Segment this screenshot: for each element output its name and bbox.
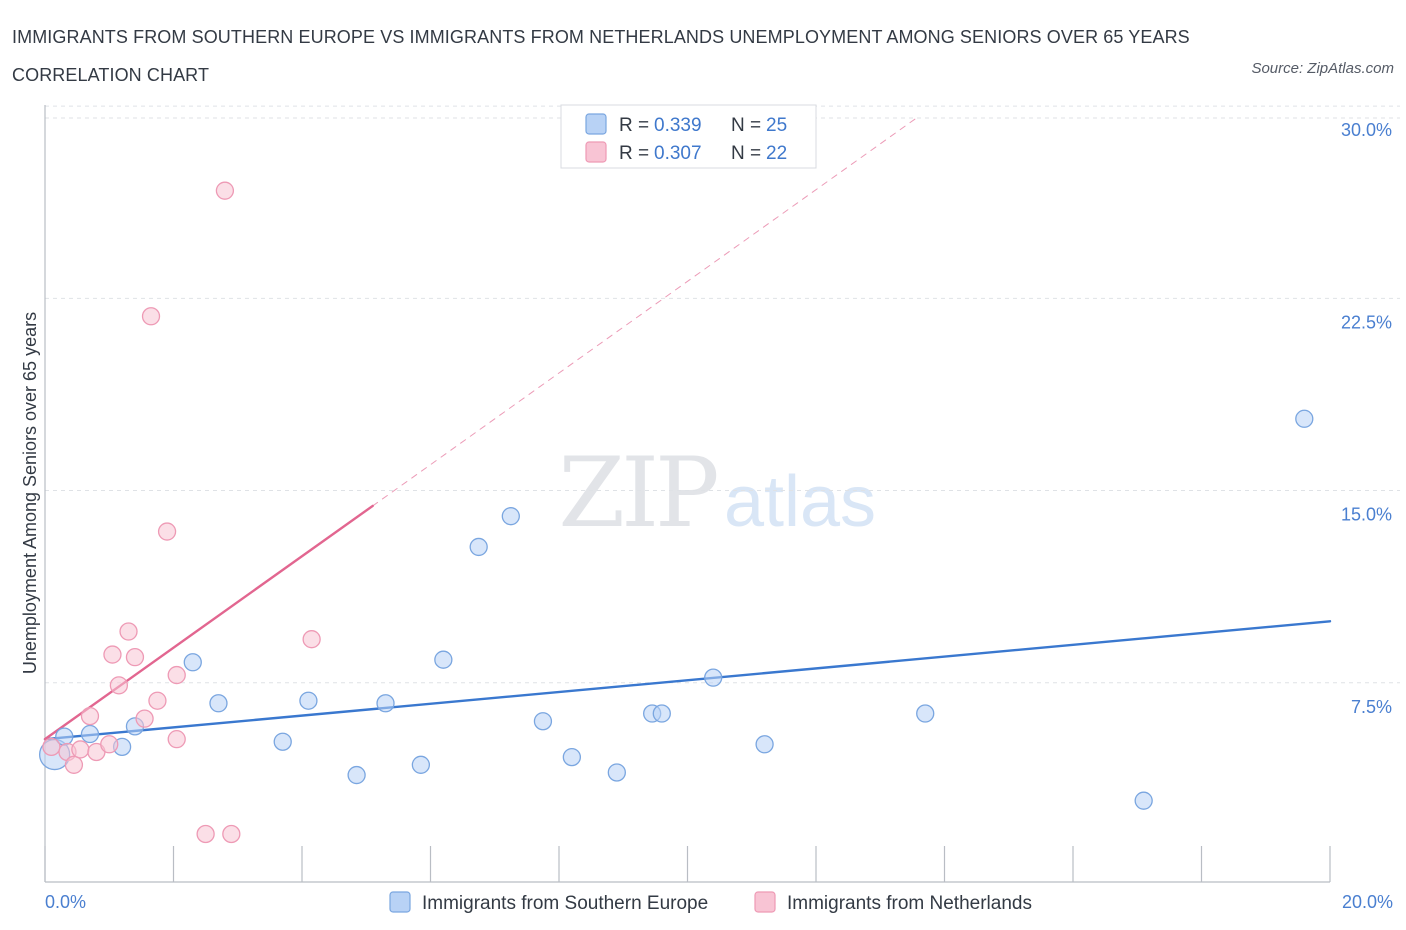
point-southern-europe-9 (347, 765, 366, 785)
point-netherlands-20 (302, 630, 321, 649)
point-southern-europe-16 (562, 747, 581, 767)
bottom-legend-label-2: Immigrants from Netherlands (787, 893, 1032, 914)
point-southern-europe-8 (299, 691, 318, 710)
point-southern-europe-11 (411, 755, 431, 774)
point-netherlands-4 (80, 706, 100, 726)
point-netherlands-19 (222, 824, 241, 844)
point-netherlands-8 (109, 676, 129, 695)
legend-r-label-1: R = (619, 115, 649, 136)
source-label: Source: ZipAtlas.com (1251, 60, 1394, 77)
legend-swatch-blue (585, 113, 607, 135)
legend-swatch-pink (585, 141, 607, 163)
point-southern-europe-5 (183, 653, 202, 672)
watermark-atlas: atlas (724, 462, 876, 542)
point-southern-europe-17 (607, 763, 626, 782)
series-legend: Immigrants from Southern Europe Immigran… (389, 891, 1032, 914)
point-southern-europe-7 (273, 732, 292, 751)
bottom-legend-label-1: Immigrants from Southern Europe (422, 893, 708, 914)
correlation-legend: R = 0.339 N = 25 R = 0.307 N = 22 (560, 104, 817, 169)
point-southern-europe-20 (704, 668, 723, 687)
point-southern-europe-15 (533, 712, 553, 731)
point-netherlands-7 (103, 645, 122, 664)
point-southern-europe-19 (652, 704, 671, 723)
x-tick-label-0: 0.0% (45, 892, 86, 912)
legend-n-value-1: 25 (766, 115, 787, 136)
point-netherlands-9 (119, 622, 138, 641)
y-tick-label-3: 30.0% (1341, 120, 1392, 140)
point-southern-europe-10 (376, 694, 395, 713)
point-netherlands-12 (141, 307, 161, 326)
axes (44, 105, 1331, 883)
point-netherlands-17 (196, 824, 215, 844)
point-netherlands-15 (167, 665, 186, 685)
point-southern-europe-12 (434, 650, 453, 669)
watermark-zip: ZIP (558, 437, 717, 549)
point-netherlands-13 (148, 691, 167, 710)
point-southern-europe-13 (469, 537, 488, 557)
point-netherlands-18 (215, 181, 235, 200)
trendline-0 (43, 620, 1332, 741)
point-netherlands-3 (71, 740, 90, 759)
bottom-legend-swatch-blue (389, 891, 411, 913)
x-tick-label-1: 20.0% (1342, 892, 1393, 912)
point-netherlands-11 (135, 709, 154, 728)
bottom-legend-swatch-pink (754, 891, 776, 913)
point-netherlands-2 (64, 755, 84, 774)
point-netherlands-14 (157, 522, 177, 541)
point-southern-europe-2 (80, 724, 100, 744)
trendline-2 (372, 115, 920, 507)
y-tick-label-1: 15.0% (1341, 505, 1392, 525)
trendline-1 (43, 504, 374, 741)
legend-r-value-1: 0.339 (654, 115, 702, 136)
point-southern-europe-6 (209, 694, 228, 713)
point-netherlands-6 (100, 735, 119, 754)
point-southern-europe-24 (1295, 409, 1314, 428)
point-southern-europe-23 (1134, 791, 1153, 810)
y-tick-label-0: 7.5% (1351, 697, 1392, 717)
legend-n-label-1: N = (731, 115, 761, 136)
point-netherlands-10 (125, 647, 145, 667)
point-southern-europe-14 (501, 507, 520, 526)
point-southern-europe-22 (916, 704, 935, 723)
point-netherlands-16 (167, 730, 186, 749)
legend-n-label-2: N = (731, 143, 761, 164)
trendlines (43, 115, 1332, 741)
data-points (38, 181, 1314, 844)
y-axis-label: Unemployment Among Seniors over 65 years (20, 312, 40, 674)
legend-r-value-2: 0.307 (654, 143, 702, 164)
y-tick-label-2: 22.5% (1341, 312, 1392, 332)
grid-lines (45, 105, 1400, 684)
point-netherlands-0 (42, 737, 61, 756)
legend-r-label-2: R = (619, 143, 649, 164)
tick-labels: 7.5% 15.0% 22.5% 30.0% 0.0% 20.0% (45, 120, 1393, 912)
chart-title: IMMIGRANTS FROM SOUTHERN EUROPE VS IMMIG… (12, 27, 1190, 85)
legend-n-value-2: 22 (766, 143, 787, 164)
point-southern-europe-21 (755, 735, 774, 754)
